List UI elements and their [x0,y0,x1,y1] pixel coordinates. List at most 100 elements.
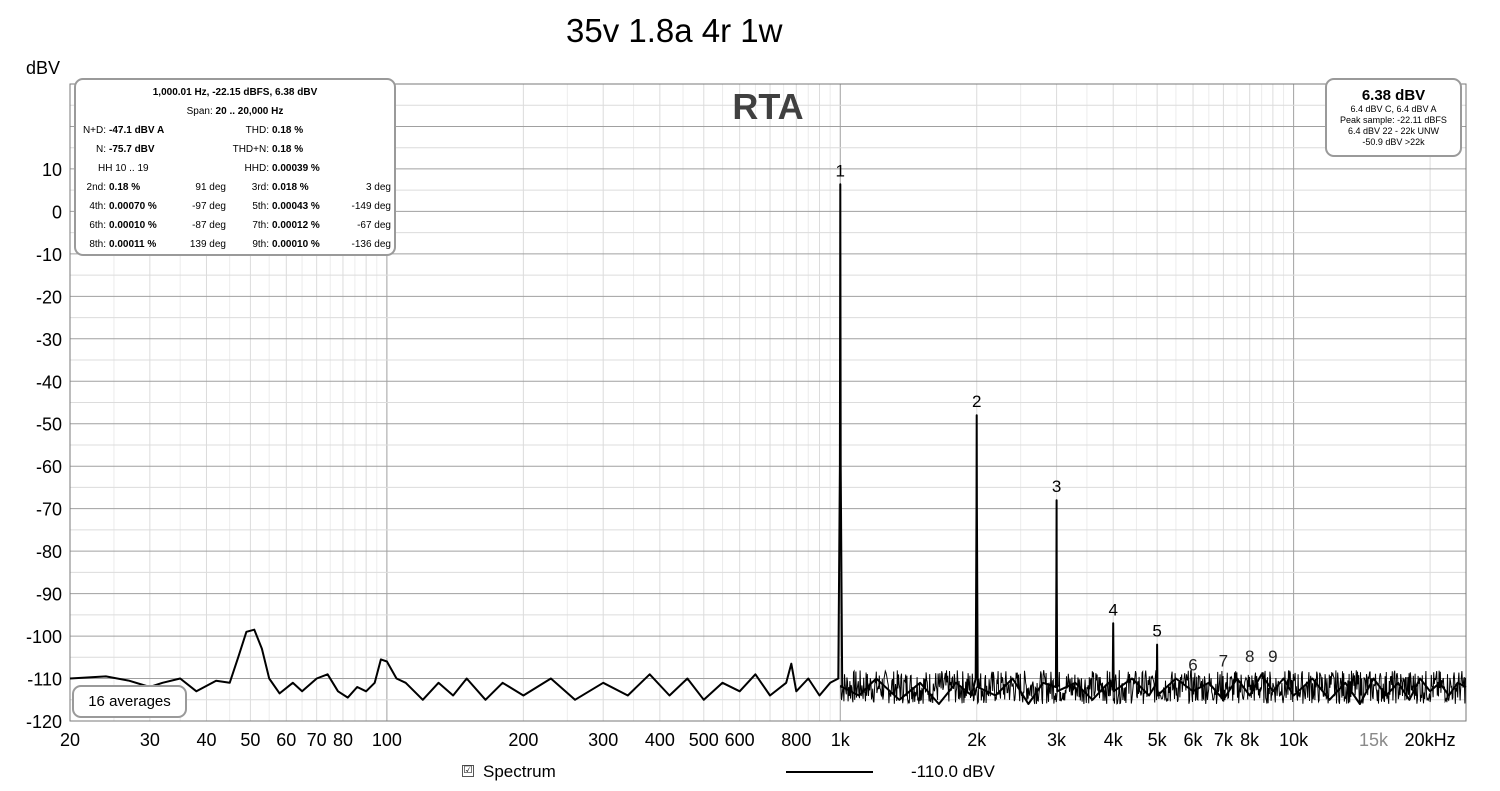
x-tick-label: 100 [372,730,402,750]
x-tick-label: 1k [831,730,851,750]
harmonic-phase: 139 deg [189,239,226,250]
y-tick-label: -70 [36,500,62,520]
spectrum-line [69,183,1467,705]
x-tick-label: 70 [307,730,327,750]
span-readout: Span: 20 .. 20,000 Hz [76,106,394,117]
plot-frame [69,83,1467,722]
harmonic-label: 7th: [252,220,269,231]
harmonic-markers: 1 2 3 4 5 6 7 8 9 [836,161,1278,674]
harmonic-value: 0.00070 % [109,201,157,212]
spectrum-trace [69,183,1467,705]
x-tick-label: 300 [588,730,618,750]
level-main-value: 6.38 dBV [1361,87,1426,104]
x-tick-label: 3k [1047,730,1067,750]
y-tick-label: -20 [36,287,62,307]
harmonic-phase: 91 deg [195,182,226,193]
x-tick-label: 80 [333,730,353,750]
chart-window-title: 35v 1.8a 4r 1w [566,12,783,49]
harmonic-value: 0.00012 % [272,220,320,231]
harmonic-value: 0.00011 % [109,239,157,250]
nd-value: -47.1 dBV A [109,125,165,136]
averages-badge[interactable]: 16 averages [72,685,187,718]
x-tick-label: 4k [1104,730,1124,750]
x-tick-label: 50 [240,730,260,750]
y-tick-label: -40 [36,372,62,392]
harmonic-marker-6: 6 [1188,656,1197,675]
x-tick-label: 20kHz [1405,730,1456,750]
y-tick-label: -60 [36,457,62,477]
harmonic-marker-2: 2 [972,392,981,411]
harmonic-value: 0.00010 % [109,220,157,231]
y-tick-label: -30 [36,330,62,350]
harmonic-label: 5th: [252,201,269,212]
x-tick-label: 500 [689,730,719,750]
harmonic-phase: -149 deg [351,201,391,212]
x-tick-label: 2k [967,730,987,750]
harmonic-marker-9: 9 [1268,647,1277,666]
y-axis-unit-label: dBV [26,58,60,78]
y-tick-label: -50 [36,415,62,435]
measurement-panel[interactable]: 1,000.01 Hz, -22.15 dBFS, 6.38 dBV Span:… [74,78,396,256]
harmonic-phase: -97 deg [192,201,226,212]
y-tick-label: -110 [27,670,62,690]
level-panel[interactable]: 6.38 dBV 6.4 dBV C, 6.4 dBV A Peak sampl… [1325,78,1462,157]
y-tick-label: 0 [52,202,62,222]
harmonic-label: 2nd: [86,182,106,193]
y-tick-label: -80 [36,542,62,562]
x-tick-label: 40 [196,730,216,750]
legend-swatch [786,771,873,773]
harmonic-label: 6th: [89,220,106,231]
hhd-label: HHD: [244,163,269,174]
harmonic-phase: 3 deg [365,182,391,193]
nd-label: N+D: [82,125,106,136]
noise-floor-trace [839,669,1466,705]
harmonic-marker-4: 4 [1108,600,1117,619]
harmonic-value: 0.00010 % [272,239,320,250]
span-value: 20 .. 20,000 Hz [215,106,284,117]
span-label: Span: [186,106,213,117]
chart-title: RTA [732,86,803,127]
y-tick-label: -120 [26,712,62,732]
level-weighted: 6.4 dBV C, 6.4 dBV A [1350,104,1437,114]
x-tick-label: 600 [725,730,755,750]
y-tick-label: -10 [36,245,62,265]
legend-label: Spectrum [483,762,556,781]
harmonic-marker-8: 8 [1245,647,1254,666]
harmonic-marker-7: 7 [1219,651,1228,670]
y-tick-label: -100 [26,627,62,647]
harmonic-label: 8th: [89,239,106,250]
level-peak-sample: Peak sample: -22.11 dBFS [1340,115,1447,125]
x-tick-label: 10k [1279,730,1309,750]
level-above-22k: -50.9 dBV >22k [1362,137,1425,147]
harmonic-marker-3: 3 [1052,477,1061,496]
harmonic-label: 3rd: [251,182,269,193]
thdn-value: 0.18 % [272,144,304,155]
thd-value: 0.18 % [272,125,304,136]
y-tick-label: -90 [36,585,62,605]
legend-value: -110.0 dBV [911,762,995,781]
spectrum-checkbox[interactable]: ☑ [462,765,474,777]
harmonic-marker-5: 5 [1152,622,1161,641]
axis-tick-labels: 100-10-20-30-40-50-60-70-80-90-100-110-1… [26,160,1456,750]
y-tick-label: 10 [42,160,62,180]
harmonic-value: 0.018 % [272,182,309,193]
x-tick-label: 60 [276,730,296,750]
harmonic-label: 9th: [252,239,269,250]
x-tick-label: 7k [1214,730,1234,750]
thd-label: THD: [245,125,269,136]
harmonic-phase: -87 deg [192,220,226,231]
noise-label: N: [96,144,106,155]
x-tick-label: 15k [1359,730,1389,750]
noise-value: -75.7 dBV [109,144,155,155]
harmonic-value: 0.00043 % [272,201,320,212]
x-tick-label: 30 [140,730,160,750]
x-tick-label: 6k [1184,730,1204,750]
harmonic-value: 0.18 % [109,182,141,193]
thdn-label: THD+N: [232,144,269,155]
harmonic-label: 4th: [89,201,106,212]
fundamental-readout: 1,000.01 Hz, -22.15 dBFS, 6.38 dBV [152,87,318,98]
level-unweighted: 6.4 dBV 22 - 22k UNW [1347,126,1440,136]
x-tick-label: 8k [1240,730,1260,750]
x-tick-label: 5k [1148,730,1168,750]
